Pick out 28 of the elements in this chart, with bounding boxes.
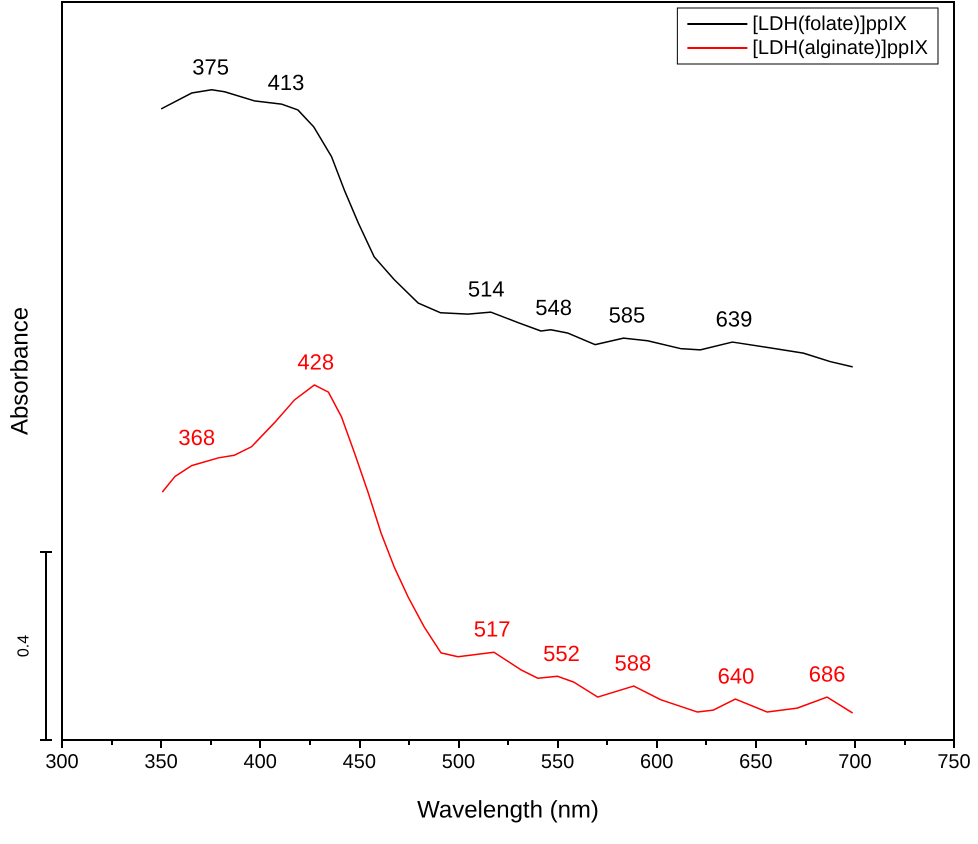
annotation: 428 (297, 349, 334, 374)
annotation: 639 (716, 306, 752, 332)
annotation: 588 (614, 650, 652, 676)
annotation: 585 (608, 302, 646, 328)
annotation: 375 (192, 54, 230, 80)
annotation: 548 (535, 294, 572, 320)
x-tick-label: 350 (144, 751, 178, 773)
annotation: 514 (468, 276, 505, 302)
annotation: 517 (474, 616, 510, 642)
x-tick-label: 450 (342, 751, 376, 773)
y-axis-title: Absorbance (6, 306, 34, 436)
text: 0.4 (16, 634, 32, 658)
legend-label: [LDH(alginate)]ppIX (752, 37, 928, 59)
legend-label: [LDH(folate)]ppIX (752, 13, 907, 35)
x-tick-label: 700 (838, 751, 872, 773)
x-tick-label: 550 (540, 751, 574, 773)
x-tick-label: 300 (45, 751, 79, 773)
annotation: 640 (718, 664, 754, 689)
x-axis-title: Wavelength (nm) (417, 796, 599, 824)
x-tick-label: 600 (640, 751, 674, 773)
annotation: 686 (808, 662, 846, 687)
annotation: 413 (268, 70, 304, 95)
x-tick-label: 400 (244, 751, 277, 773)
x-tick-label: 650 (739, 751, 772, 773)
x-tick-label: 500 (442, 751, 476, 773)
annotation: 368 (178, 424, 216, 450)
x-tick-label: 750 (937, 751, 971, 773)
annotation: 552 (543, 640, 580, 666)
